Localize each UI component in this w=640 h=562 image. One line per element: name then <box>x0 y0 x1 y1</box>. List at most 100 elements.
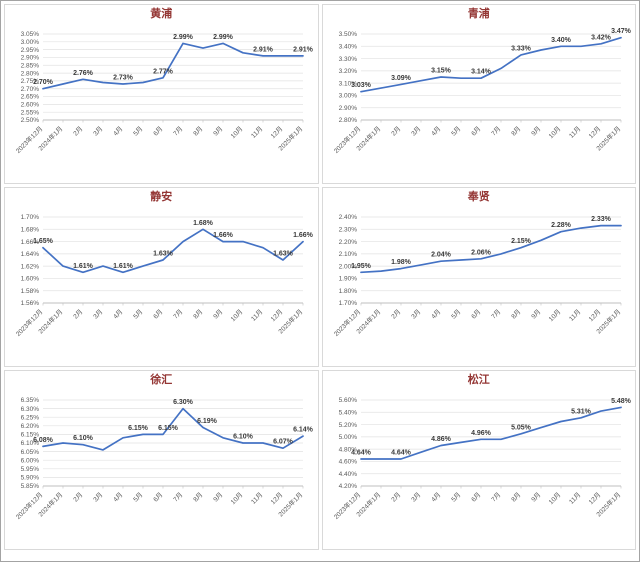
svg-text:1.70%: 1.70% <box>21 214 40 221</box>
svg-text:3.20%: 3.20% <box>338 68 357 75</box>
svg-text:1.61%: 1.61% <box>113 263 134 270</box>
svg-text:2.50%: 2.50% <box>21 117 40 124</box>
svg-text:8月: 8月 <box>192 491 205 504</box>
svg-text:2.73%: 2.73% <box>113 75 134 82</box>
svg-text:5.31%: 5.31% <box>571 408 592 415</box>
svg-text:8月: 8月 <box>509 125 522 138</box>
svg-text:2.91%: 2.91% <box>253 46 274 53</box>
svg-text:2.76%: 2.76% <box>73 70 94 77</box>
svg-text:2.99%: 2.99% <box>213 34 234 41</box>
svg-text:5.00%: 5.00% <box>338 434 357 441</box>
svg-text:4.80%: 4.80% <box>338 446 357 453</box>
chart-panel-fengxian: 奉贤 1.70% 1.80% 1.90% 2.00% 2.10% 2.20% 2.30% 2.… <box>321 187 636 367</box>
svg-text:12月: 12月 <box>269 308 284 323</box>
chart-panel-songjiang: 松江 4.20% 4.40% 4.60% 4.80% 5.00% 5.20% 5.40% 5.… <box>321 370 636 550</box>
svg-text:6.14%: 6.14% <box>293 427 314 434</box>
svg-text:6.35%: 6.35% <box>21 397 40 404</box>
svg-text:6.20%: 6.20% <box>21 423 40 430</box>
svg-text:3.03%: 3.03% <box>351 82 372 89</box>
svg-text:2.90%: 2.90% <box>21 55 40 62</box>
chart-panel-xuhui: 徐汇 5.85% 5.90% 5.95% 6.00% 6.05% 6.10% 6.15% 6.… <box>4 370 319 550</box>
svg-text:1.95%: 1.95% <box>351 263 372 270</box>
svg-text:6.25%: 6.25% <box>21 414 40 421</box>
svg-text:4月: 4月 <box>429 308 442 321</box>
svg-text:2.28%: 2.28% <box>551 222 572 229</box>
svg-text:11月: 11月 <box>249 491 264 506</box>
svg-text:1.65%: 1.65% <box>33 238 54 245</box>
svg-text:3月: 3月 <box>92 308 105 321</box>
svg-text:2.70%: 2.70% <box>33 79 54 86</box>
svg-text:2月: 2月 <box>389 308 402 321</box>
svg-text:2月: 2月 <box>389 125 402 138</box>
svg-text:7月: 7月 <box>172 308 185 321</box>
svg-text:2.60%: 2.60% <box>21 102 40 109</box>
svg-text:1.98%: 1.98% <box>391 259 412 266</box>
svg-text:2.00%: 2.00% <box>338 263 357 270</box>
svg-text:3.10%: 3.10% <box>338 80 357 87</box>
svg-text:5.05%: 5.05% <box>511 424 532 431</box>
svg-text:2.30%: 2.30% <box>338 226 357 233</box>
svg-text:9月: 9月 <box>529 125 542 138</box>
svg-text:2.04%: 2.04% <box>431 252 452 259</box>
charts-grid: 黄浦 2.50% 2.55% 2.60% 2.65% 2.70% 2.75% 2.80% 2.… <box>1 1 639 553</box>
svg-text:2.06%: 2.06% <box>471 249 492 256</box>
svg-text:1.66%: 1.66% <box>21 239 40 246</box>
chart-panel-qingpu: 青浦 2.80% 2.90% 3.00% 3.10% 3.20% 3.30% 3.40% 3.… <box>321 4 636 184</box>
svg-text:10月: 10月 <box>547 125 562 140</box>
svg-text:7月: 7月 <box>489 491 502 504</box>
svg-text:5.48%: 5.48% <box>611 398 632 405</box>
svg-text:3.40%: 3.40% <box>338 43 357 50</box>
svg-text:3.14%: 3.14% <box>471 69 492 76</box>
svg-text:4.64%: 4.64% <box>351 449 372 456</box>
svg-text:5.90%: 5.90% <box>21 475 40 482</box>
svg-text:5.85%: 5.85% <box>21 483 40 490</box>
svg-text:1.62%: 1.62% <box>21 263 40 270</box>
svg-text:2.55%: 2.55% <box>21 109 40 116</box>
svg-text:8月: 8月 <box>509 491 522 504</box>
svg-text:3.05%: 3.05% <box>21 31 40 38</box>
svg-text:1.63%: 1.63% <box>153 251 174 258</box>
svg-text:9月: 9月 <box>529 308 542 321</box>
svg-text:11月: 11月 <box>249 308 264 323</box>
chart-panel-huangpu: 黄浦 2.50% 2.55% 2.60% 2.65% 2.70% 2.75% 2.80% 2.… <box>4 4 319 184</box>
svg-text:6.15%: 6.15% <box>158 425 179 432</box>
svg-text:2.20%: 2.20% <box>338 239 357 246</box>
svg-text:2.85%: 2.85% <box>21 62 40 69</box>
svg-text:5月: 5月 <box>449 308 462 321</box>
svg-text:6月: 6月 <box>469 308 482 321</box>
svg-text:2.15%: 2.15% <box>511 238 532 245</box>
svg-text:6.10%: 6.10% <box>73 435 94 442</box>
svg-text:4.40%: 4.40% <box>338 471 357 478</box>
chart-title: 徐汇 <box>150 374 173 386</box>
svg-text:3月: 3月 <box>409 308 422 321</box>
svg-text:2月: 2月 <box>72 491 85 504</box>
svg-text:6.05%: 6.05% <box>21 449 40 456</box>
svg-text:3.00%: 3.00% <box>21 39 40 46</box>
svg-text:8月: 8月 <box>509 308 522 321</box>
svg-text:8月: 8月 <box>192 125 205 138</box>
svg-text:1.61%: 1.61% <box>73 263 94 270</box>
svg-text:7月: 7月 <box>172 491 185 504</box>
chart-title: 静安 <box>150 191 173 203</box>
svg-text:1.68%: 1.68% <box>21 226 40 233</box>
svg-text:12月: 12月 <box>269 491 284 506</box>
svg-text:4月: 4月 <box>429 125 442 138</box>
svg-text:1.90%: 1.90% <box>338 276 357 283</box>
svg-text:2月: 2月 <box>389 491 402 504</box>
svg-text:2.10%: 2.10% <box>338 251 357 258</box>
svg-text:3.33%: 3.33% <box>511 45 532 52</box>
svg-text:6.10%: 6.10% <box>233 434 254 441</box>
chart-panel-jingan: 静安 1.56% 1.58% 1.60% 1.62% 1.64% 1.66% 1.68% 1.… <box>4 187 319 367</box>
svg-text:1.63%: 1.63% <box>273 251 294 258</box>
svg-text:2.99%: 2.99% <box>173 34 194 41</box>
svg-text:3.09%: 3.09% <box>391 75 412 82</box>
svg-text:9月: 9月 <box>529 491 542 504</box>
svg-text:1.60%: 1.60% <box>21 276 40 283</box>
svg-text:4.60%: 4.60% <box>338 459 357 466</box>
svg-text:6月: 6月 <box>152 125 165 138</box>
svg-text:12月: 12月 <box>587 491 602 506</box>
svg-text:11月: 11月 <box>567 308 582 323</box>
svg-text:1.66%: 1.66% <box>293 232 314 239</box>
svg-text:6月: 6月 <box>152 308 165 321</box>
svg-text:6.07%: 6.07% <box>273 439 294 446</box>
